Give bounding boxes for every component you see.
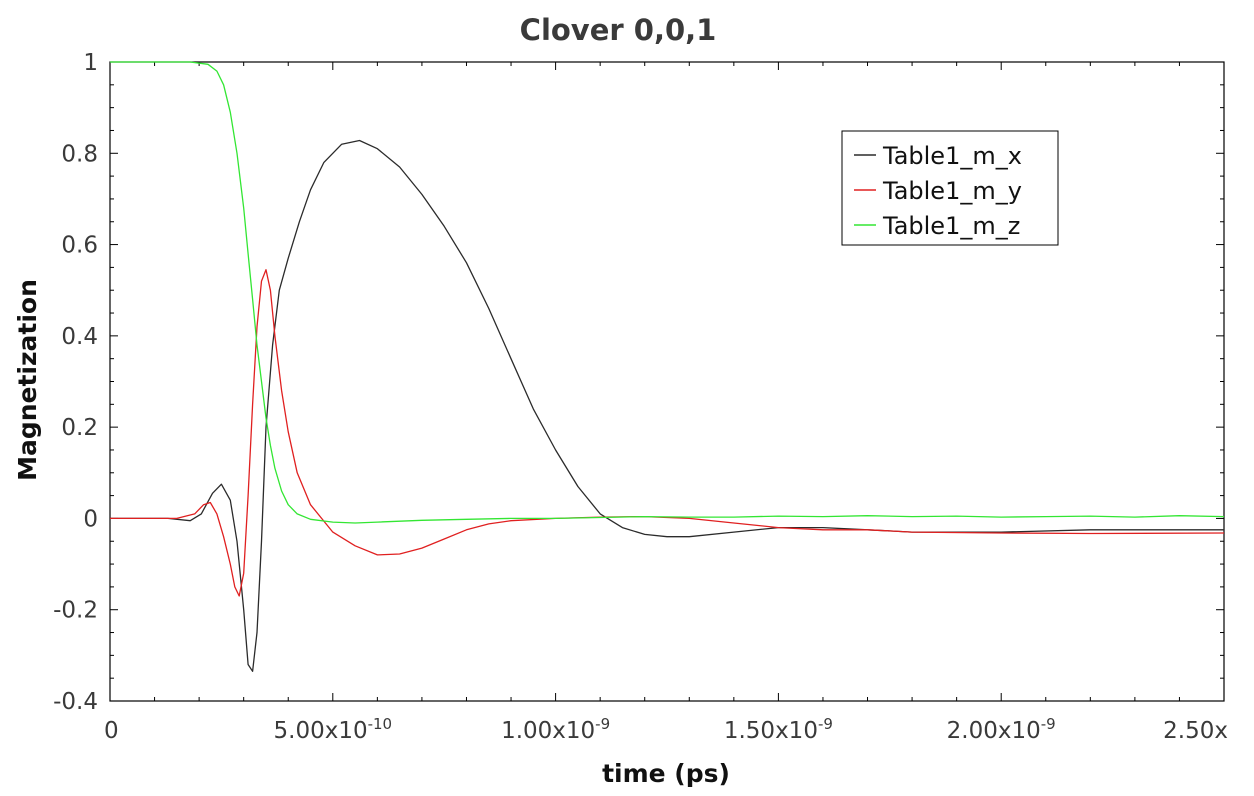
x-tick-label: 1.00x10-9 [501, 715, 610, 744]
x-tick-label-exponent: -9 [1041, 715, 1056, 733]
series-line-table1-m-y [110, 269, 1225, 597]
x-tick-label: 0 [104, 718, 119, 744]
series-line-table1-m-z [110, 61, 1225, 524]
y-tick-label: -0.2 [53, 598, 98, 624]
chart-title: Clover 0,0,1 [520, 13, 717, 47]
y-tick-label: -0.4 [53, 689, 98, 715]
series-layer [110, 61, 1225, 672]
x-tick-label-base: 5.00x10 [274, 718, 368, 744]
legend-label: Table1_m_x [882, 142, 1022, 170]
x-axis-title: time (ps) [602, 759, 730, 788]
series-line-table1-m-x [110, 139, 1224, 672]
x-tick-label-base: 2.50x [1163, 718, 1228, 744]
y-tick-label: 0.8 [61, 141, 98, 167]
x-tick-label: 2.50x [1163, 718, 1228, 744]
y-tick-label: 0 [83, 506, 98, 532]
x-tick-label-base: 1.00x10 [501, 718, 595, 744]
legend-label: Table1_m_y [882, 177, 1022, 205]
x-tick-label-exponent: -9 [595, 715, 610, 733]
axis-ticks: 10.80.60.40.20-0.2-0.40 5.00x10-10 1.00x10… [53, 50, 1228, 744]
x-tick-label-base: 2.00x10 [947, 718, 1041, 744]
x-tick-label-exponent: -9 [818, 715, 833, 733]
y-tick-label: 0.2 [61, 415, 98, 441]
x-tick-label: 1.50x10-9 [724, 715, 833, 744]
legend-box [841, 130, 1059, 246]
y-tick-label: 0.6 [61, 233, 98, 259]
legend: Table1_m_x Table1_m_y Table1_m_z [841, 130, 1059, 246]
x-tick-label-base: 0 [104, 718, 119, 744]
x-tick-label: 2.00x10-9 [947, 715, 1056, 744]
y-axis-title: Magnetization [13, 279, 42, 481]
x-tick-label: 5.00x10-10 [274, 715, 393, 744]
y-tick-label: 0.4 [61, 324, 98, 350]
x-tick-label-exponent: -10 [368, 715, 393, 733]
y-tick-label: 1 [83, 50, 98, 76]
x-tick-label-base: 1.50x10 [724, 718, 818, 744]
legend-label: Table1_m_z [882, 212, 1020, 240]
